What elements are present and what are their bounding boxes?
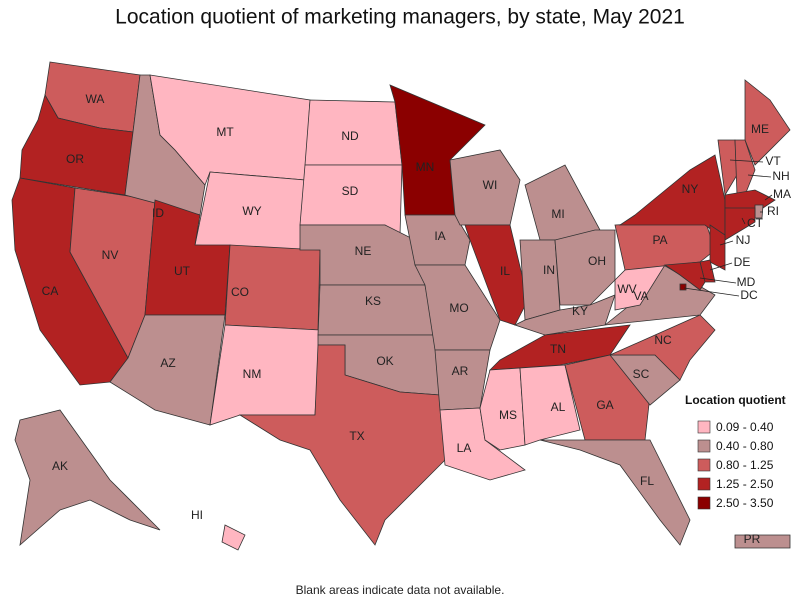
state-label: UT xyxy=(174,264,191,278)
state-label: CA xyxy=(42,284,59,298)
state-label: NV xyxy=(102,248,119,262)
state-label: PR xyxy=(744,532,761,546)
state-label: NE xyxy=(355,244,372,258)
state-label: AL xyxy=(551,400,566,414)
leader-line xyxy=(709,262,733,271)
state xyxy=(734,139,756,196)
leader-line xyxy=(729,159,764,163)
state-label: GA xyxy=(596,398,613,412)
state xyxy=(209,324,321,426)
state-label: IL xyxy=(500,264,510,278)
state-label: IN xyxy=(543,263,555,277)
leader-line xyxy=(747,174,772,178)
state-label: NY xyxy=(682,182,699,196)
state-label: AK xyxy=(52,459,68,473)
state xyxy=(709,224,726,271)
state-label: MD xyxy=(737,275,756,289)
state-label: MS xyxy=(499,408,517,422)
state-label: VA xyxy=(633,289,648,303)
leader-line xyxy=(719,240,734,246)
state-label: NJ xyxy=(736,233,751,247)
leader-line xyxy=(764,194,773,201)
state-label: MT xyxy=(216,125,234,139)
leader-line xyxy=(741,217,746,225)
state-label: NH xyxy=(772,169,789,183)
state xyxy=(299,164,403,236)
state xyxy=(519,364,581,446)
state-label: VT xyxy=(765,154,781,168)
state xyxy=(724,207,756,241)
state-label: HI xyxy=(191,508,203,522)
leader-line xyxy=(699,277,737,284)
state-label: MA xyxy=(773,187,791,201)
state-label: OH xyxy=(588,254,606,268)
legend-label: 1.25 - 2.50 xyxy=(716,477,774,491)
state-label: RI xyxy=(767,204,779,218)
state-label: WV xyxy=(617,282,636,296)
state xyxy=(519,239,561,321)
footnote: Blank areas indicate data not available. xyxy=(296,583,505,597)
leader-line xyxy=(683,287,740,297)
legend-label: 0.80 - 1.25 xyxy=(716,458,774,472)
legend-label: 2.50 - 3.50 xyxy=(716,496,774,510)
state-label: KS xyxy=(365,294,381,308)
state-label: SD xyxy=(342,184,359,198)
state xyxy=(317,284,436,336)
state-label: PA xyxy=(652,233,667,247)
legend-swatch xyxy=(697,477,711,491)
state xyxy=(679,283,687,291)
legend-label: 0.09 - 0.40 xyxy=(716,420,774,434)
state xyxy=(14,409,161,547)
state xyxy=(109,314,226,426)
state xyxy=(404,214,471,266)
state xyxy=(238,344,446,546)
state-label: MO xyxy=(449,301,468,315)
state-label: MI xyxy=(551,207,564,221)
state-label: LA xyxy=(457,441,472,455)
state-label: CT xyxy=(747,216,764,230)
state-label: DE xyxy=(734,255,751,269)
state xyxy=(744,79,791,166)
state xyxy=(524,164,601,241)
state-label: ND xyxy=(341,129,359,143)
state-label: WA xyxy=(86,92,105,106)
legend-swatch xyxy=(697,420,711,434)
state-label: AR xyxy=(452,364,469,378)
state xyxy=(513,294,616,336)
state-label: FL xyxy=(640,474,654,488)
legend-label: 0.40 - 0.80 xyxy=(716,439,774,453)
state-label: SC xyxy=(633,367,650,381)
legend-swatch xyxy=(697,458,711,472)
state-label: ID xyxy=(152,206,164,220)
state-label: IA xyxy=(434,229,445,243)
state-label: KY xyxy=(572,304,588,318)
legend-swatch xyxy=(697,496,711,510)
state-label: NM xyxy=(243,367,262,381)
state-label: WI xyxy=(483,178,498,192)
state-label: ME xyxy=(751,122,769,136)
state xyxy=(554,229,616,306)
state-label: DC xyxy=(740,288,758,302)
legend-swatch xyxy=(697,439,711,453)
legend-title: Location quotient xyxy=(685,393,786,407)
state-label: TX xyxy=(349,429,364,443)
state-label: TN xyxy=(550,342,566,356)
state-label: OK xyxy=(376,354,393,368)
state xyxy=(221,524,246,551)
state xyxy=(663,261,706,291)
state xyxy=(734,534,791,549)
state-label: OR xyxy=(66,152,84,166)
map-title: Location quotient of marketing managers,… xyxy=(115,6,685,29)
state-label: AZ xyxy=(160,356,175,370)
state-label: WY xyxy=(242,204,261,218)
state-label: MN xyxy=(416,160,435,174)
state-label: CO xyxy=(231,285,249,299)
state-label: NC xyxy=(654,333,672,347)
state xyxy=(539,439,691,546)
